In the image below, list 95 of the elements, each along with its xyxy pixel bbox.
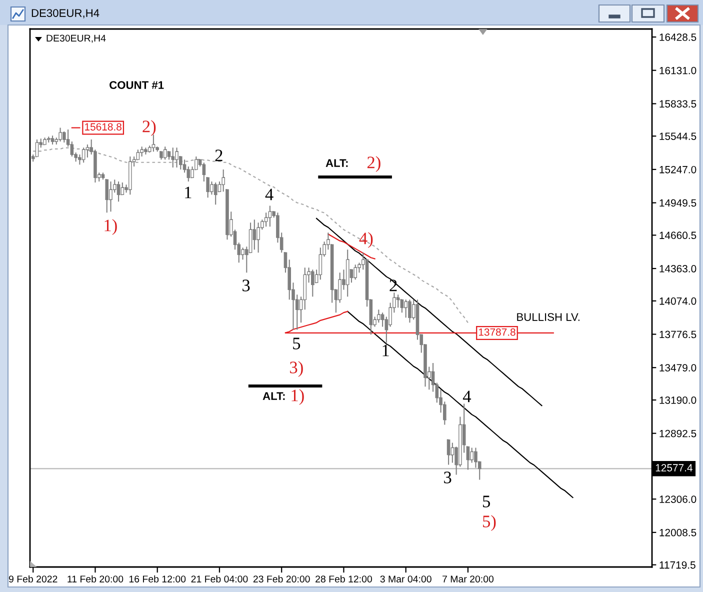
x-tick-label: 7 Mar 20:00 [442,576,494,582]
candlestick [446,439,450,466]
annotation: 2 [390,280,397,292]
candlestick [43,137,46,146]
annotation: 2) [367,156,380,172]
candlestick [109,181,112,212]
annotation: 5 [482,496,490,508]
y-tick-label: 13479.0 [660,364,696,372]
candlestick [268,205,272,228]
annotation: 2) [142,120,156,136]
candlestick [210,181,214,196]
y-tick-label: 14074.0 [660,297,696,305]
candlestick [163,146,167,160]
candlestick [120,182,124,196]
candlestick [35,138,39,158]
candlestick [252,219,256,250]
candlestick [116,181,120,202]
x-tick-label: 28 Feb 12:00 [316,575,372,582]
y-tick-label: 15833.5 [660,100,696,108]
candlestick [148,145,152,154]
candlestick [144,147,148,156]
y-tick-label: 14363.0 [660,265,696,272]
y-tick-label: 14660.5 [660,232,696,240]
candlestick [218,181,222,192]
candlestick [152,134,156,152]
candlestick [241,247,244,260]
x-tick-label: 23 Feb 20:00 [253,575,310,582]
annotation: 5) [483,515,496,531]
y-tick-label: 16131.0 [660,66,696,74]
candlestick [377,309,380,324]
annotation: ALT: [262,392,285,400]
candlestick [186,166,190,182]
annotation: 3 [242,280,250,292]
annotation: 2 [215,150,222,162]
candlestick [46,136,51,144]
x-tick-label: 9 Feb 2022 [8,575,58,582]
candlestick [404,299,408,318]
candlestick [128,156,132,196]
chart-title: DE30EUR,H4 [32,9,100,18]
y-tick-label: 12306.0 [660,496,696,503]
candlestick [85,144,90,158]
candlestick [50,135,54,146]
line-series [328,234,376,260]
candlestick [311,269,314,298]
y-tick-label: 14949.5 [660,199,696,207]
candlestick [338,272,342,304]
annotation: 1) [104,219,117,235]
candlestick [400,299,404,314]
candlestick [175,147,178,168]
candlestick [466,446,470,470]
y-tick-label: 13190.0 [660,396,696,404]
y-tick-label: 13776.5 [660,330,696,338]
candlestick [354,264,358,280]
y-tick-label: 16428.5 [660,34,696,41]
candlestick [101,172,105,180]
x-tick-label: 3 Mar 04:00 [380,576,432,582]
candlestick [171,147,175,168]
candlestick [264,212,268,228]
candlestick [105,179,109,214]
annotation: 1 [382,344,389,356]
annotation: BULLISH LV. [517,313,580,321]
candlestick [248,222,252,254]
series-label: 15618.8 [85,123,122,131]
y-tick-label: 12008.5 [660,528,696,536]
y-tick-label: 12892.5 [660,430,696,438]
candlestick [58,127,62,142]
candlestick [408,299,412,324]
ref-line-label: 12577.4 [656,464,692,472]
annotation: 4 [265,188,274,200]
candlestick [167,151,171,160]
annotation: 1) [292,389,304,405]
annotation: 3 [444,472,452,484]
candlestick [214,182,218,206]
candlestick [346,249,350,298]
annotation: 4) [359,232,373,248]
annotation: 1 [185,186,192,198]
y-tick-label: 11719.5 [660,561,696,569]
annotation: 5 [293,338,300,350]
candlestick [256,222,260,254]
x-tick-label: 21 Feb 04:00 [191,575,248,582]
candlestick [62,131,66,144]
x-tick-label: 11 Feb 20:00 [68,575,124,582]
annotation: COUNT #1 [110,81,164,89]
text: DE30EUR,H4 [46,34,106,43]
candlestick [82,147,86,164]
y-tick-label: 15544.5 [660,132,696,140]
candlestick [140,146,144,158]
annotation: 4 [462,390,472,402]
x-tick-label: 16 Feb 12:00 [129,575,186,582]
y-tick-label: 15247.0 [660,166,696,174]
candlestick [136,149,140,160]
candlestick [318,247,322,280]
candlestick [70,141,74,158]
annotation: 3) [290,361,303,377]
annotation: ALT: [326,159,348,167]
